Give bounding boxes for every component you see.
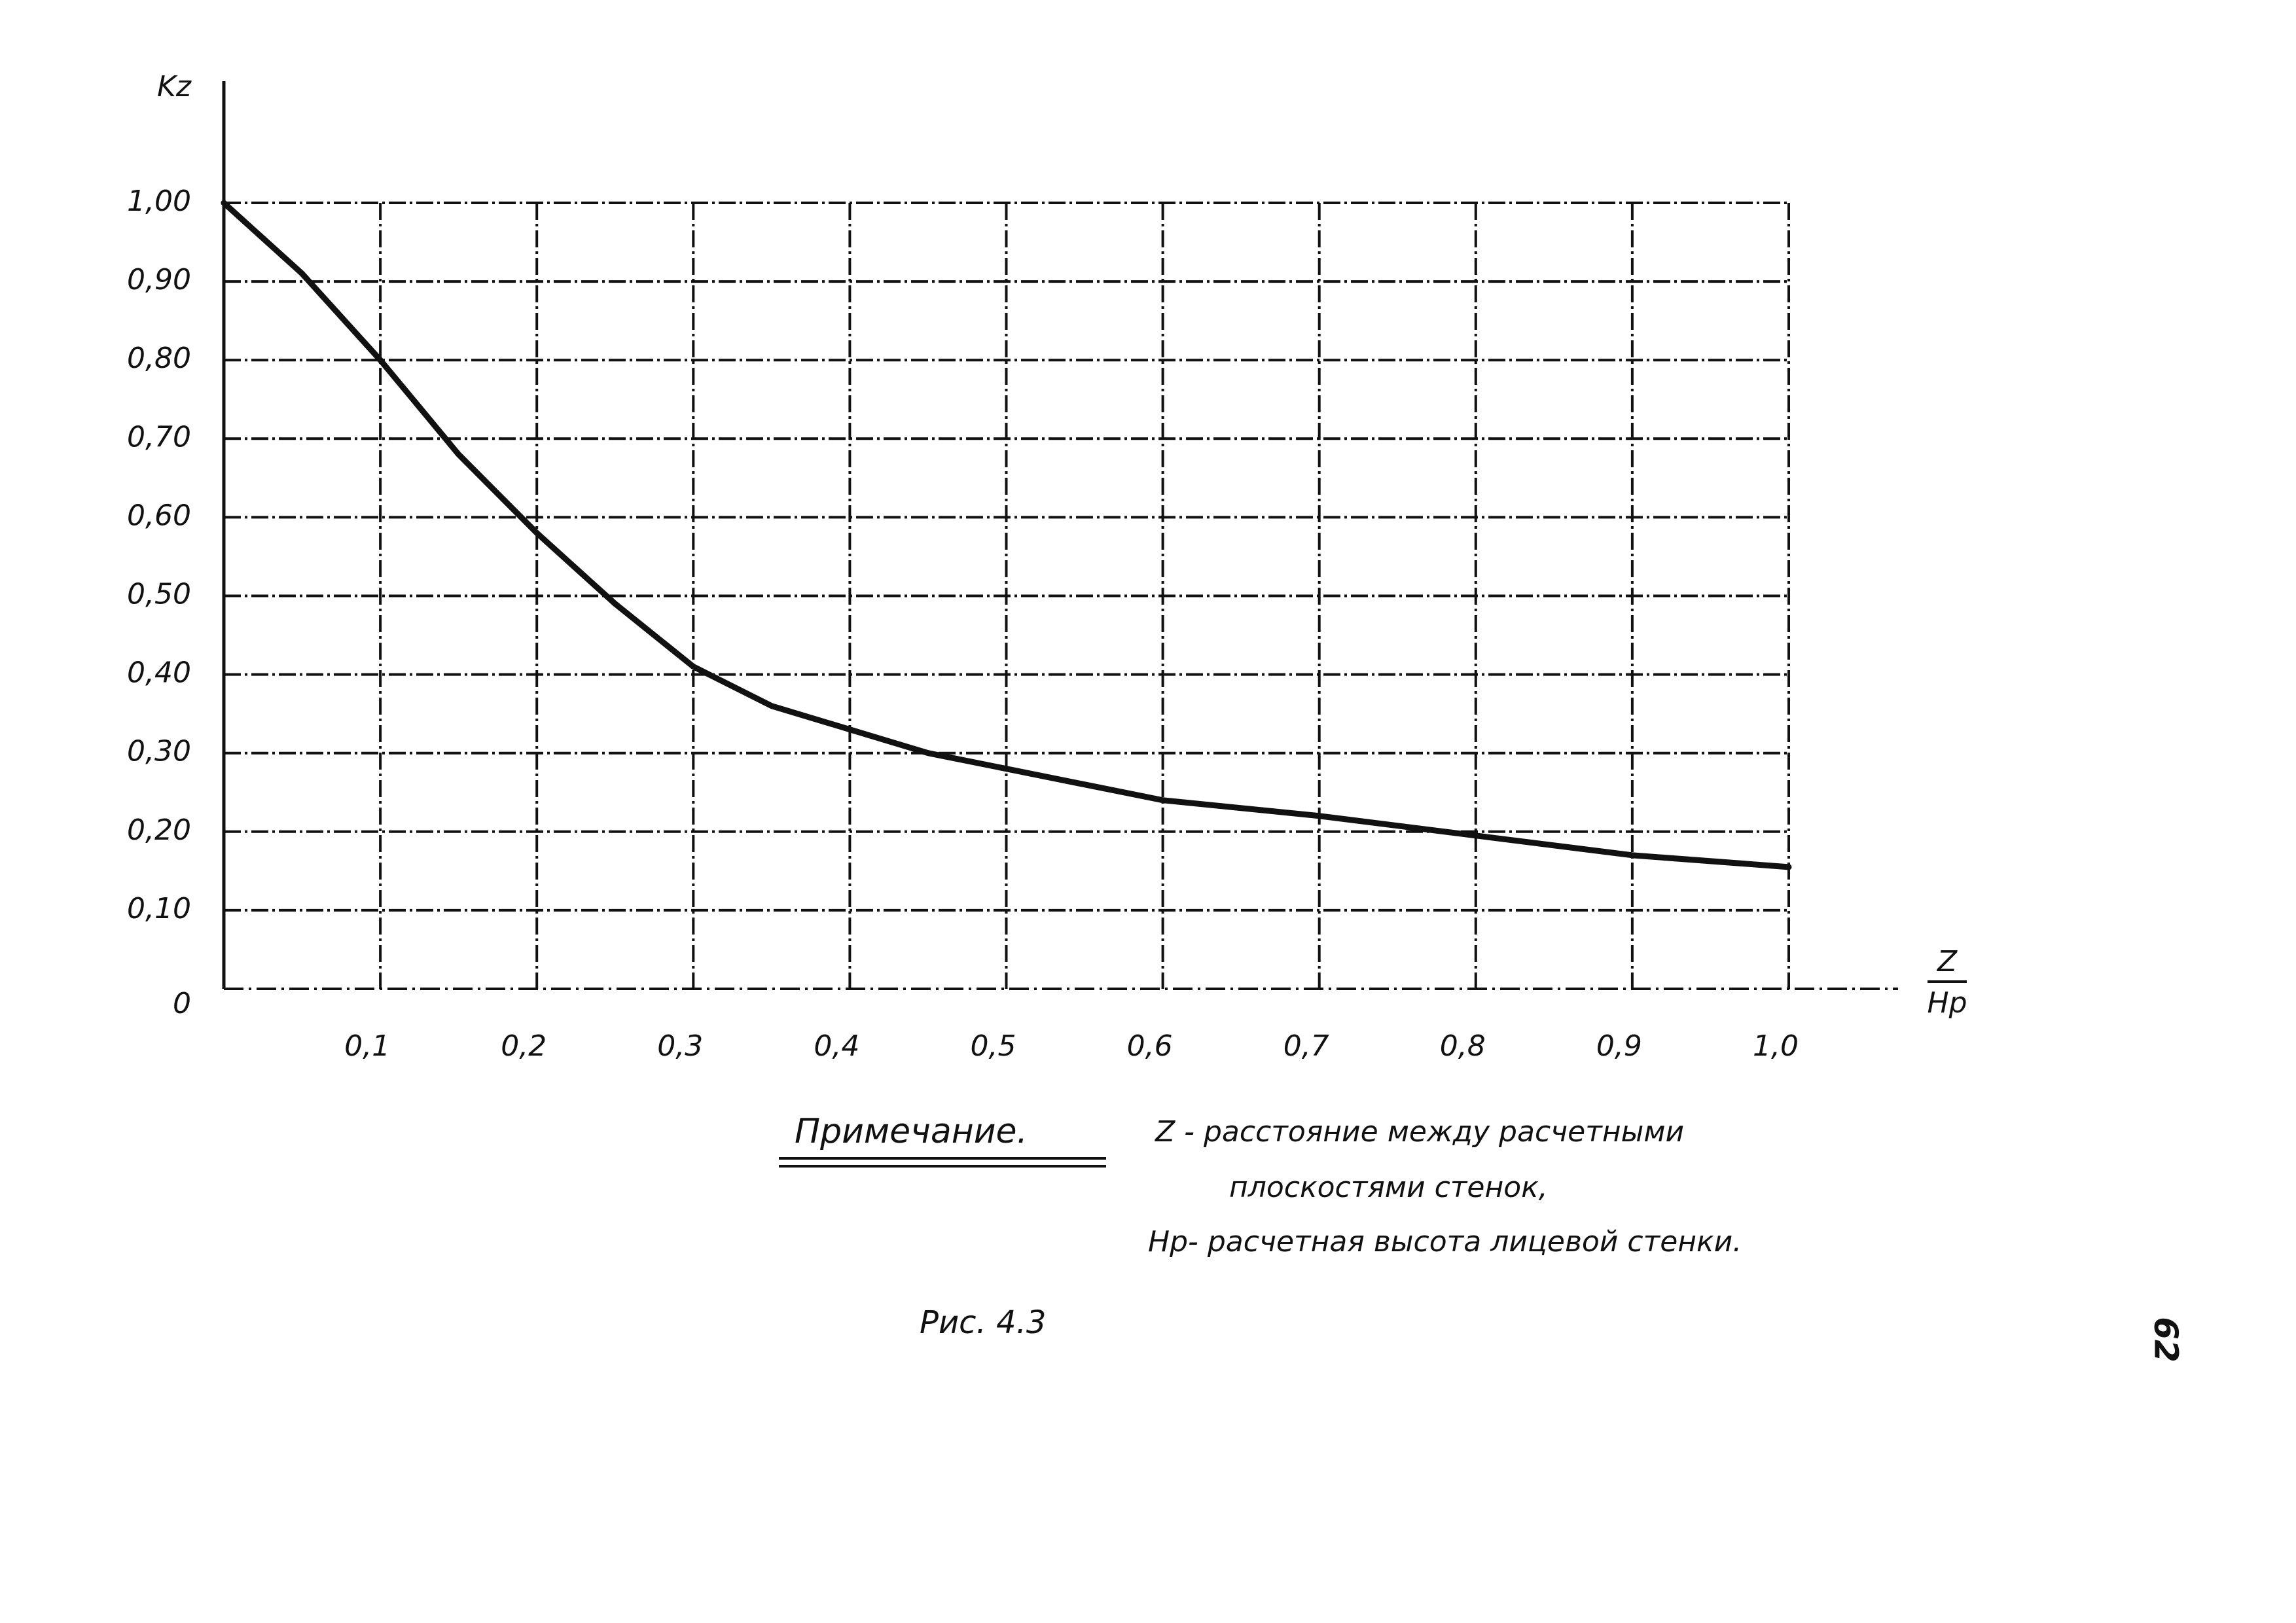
x-tick-label: 0,4: [814, 1029, 859, 1063]
y-tick-label: 0: [173, 987, 191, 1020]
note-heading: Примечание.: [795, 1112, 1028, 1151]
note-line: плоскостями стенок,: [1229, 1171, 1548, 1204]
x-axis-label-numerator: Z: [1937, 945, 1958, 978]
page-number: 62: [2147, 1317, 2185, 1363]
x-tick-label: 0,3: [657, 1029, 703, 1063]
y-tick-label: 0,50: [127, 578, 191, 611]
y-tick-label: 0,30: [127, 735, 191, 768]
x-tick-label: 0,7: [1283, 1029, 1329, 1063]
x-tick-label: 0,2: [501, 1029, 547, 1063]
x-tick-label: 0,1: [344, 1029, 390, 1063]
caption: Рис. 4.3: [920, 1304, 1046, 1341]
curve: [221, 200, 1792, 870]
note-line: Hp- расчетная высота лицевой стенки.: [1148, 1225, 1742, 1258]
y-tick-label: 0,60: [127, 499, 191, 532]
x-tick-label: 0,6: [1127, 1029, 1173, 1063]
y-tick-label: 0,10: [127, 892, 191, 925]
y-tick-label: 0,40: [127, 656, 191, 690]
x-tick-label: 1,0: [1753, 1029, 1799, 1063]
x-tick-label: 0,8: [1440, 1029, 1486, 1063]
y-tick-label: 1,00: [127, 185, 191, 218]
x-tick-label: 0,9: [1596, 1029, 1642, 1063]
x-tick-label: 0,5: [971, 1029, 1016, 1063]
note-line: Z - расстояние между расчетными: [1155, 1115, 1684, 1149]
y-axis-label: Kz: [157, 70, 192, 103]
y-tick-label: 0,70: [127, 420, 191, 454]
y-tick-label: 0,80: [127, 342, 191, 375]
x-axis-label-denominator: Hp: [1927, 986, 1967, 1020]
y-tick-label: 0,20: [127, 813, 191, 847]
y-tick-label: 0,90: [127, 263, 191, 296]
